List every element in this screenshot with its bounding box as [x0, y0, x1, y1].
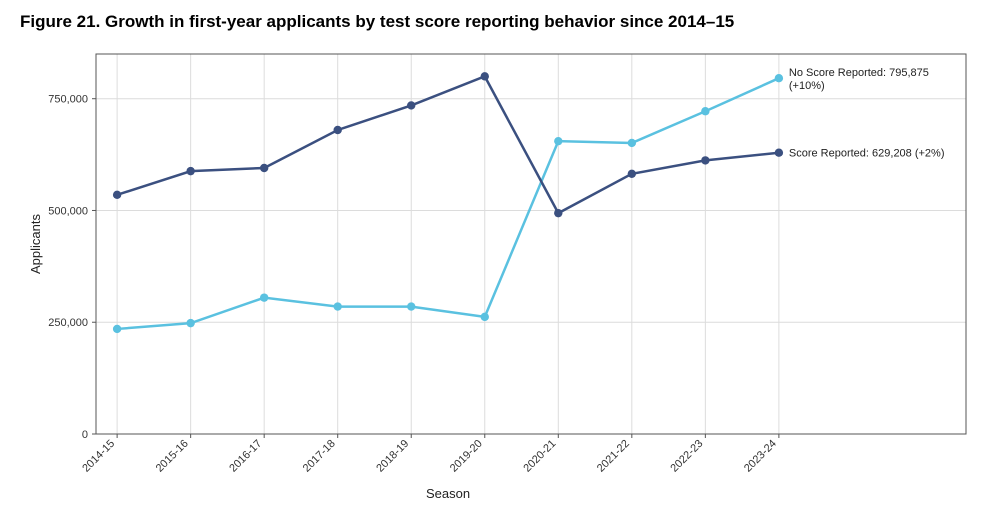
data-point [334, 302, 342, 310]
x-tick-label: 2014-15 [80, 438, 117, 475]
series-line-no-score-reported [117, 78, 779, 329]
x-tick-label: 2023-24 [742, 438, 779, 475]
data-point [554, 209, 562, 217]
x-tick-label: 2018-19 [374, 438, 411, 475]
data-point [113, 191, 121, 199]
data-point [407, 101, 415, 109]
data-point [113, 325, 121, 333]
x-tick-label: 2021-22 [595, 438, 632, 475]
data-point [186, 167, 194, 175]
data-point [186, 319, 194, 327]
x-tick-label: 2015-16 [154, 438, 191, 475]
data-point [775, 149, 783, 157]
series-annotation: Score Reported: 629,208 (+2%) [789, 148, 945, 160]
data-point [628, 139, 636, 147]
data-point [260, 293, 268, 301]
x-axis-label: Season [426, 486, 470, 501]
series-annotation: No Score Reported: 795,875 [789, 67, 929, 79]
panel-border [96, 54, 966, 434]
y-tick-label: 0 [82, 429, 88, 441]
data-point [481, 72, 489, 80]
y-tick-label: 250,000 [48, 317, 88, 329]
data-point [554, 137, 562, 145]
chart-area: 0 250,000 500,000 750,000 2014-15 2015-16 2016… [18, 36, 972, 506]
figure-title: Figure 21. Growth in first-year applican… [20, 12, 972, 32]
data-point [701, 107, 709, 115]
y-tick-label: 500,000 [48, 205, 88, 217]
data-point [775, 74, 783, 82]
gridlines [96, 54, 966, 434]
line-chart: 0 250,000 500,000 750,000 2014-15 2015-16 2016… [18, 36, 972, 506]
figure-container: Figure 21. Growth in first-year applican… [0, 0, 990, 513]
data-point [701, 156, 709, 164]
data-point [407, 302, 415, 310]
y-tick-label: 750,000 [48, 94, 88, 106]
x-tick-label: 2020-21 [521, 438, 558, 475]
y-axis-label: Applicants [28, 214, 43, 274]
data-point [334, 126, 342, 134]
series-line-score-reported [117, 76, 779, 213]
data-point [628, 170, 636, 178]
x-tick-label: 2016-17 [227, 438, 264, 475]
data-point [260, 164, 268, 172]
series-annotation: (+10%) [789, 80, 825, 92]
x-tick-label: 2017-18 [301, 438, 338, 475]
x-tick-label: 2022-23 [668, 438, 705, 475]
x-tick-label: 2019-20 [448, 438, 485, 475]
data-point [481, 313, 489, 321]
